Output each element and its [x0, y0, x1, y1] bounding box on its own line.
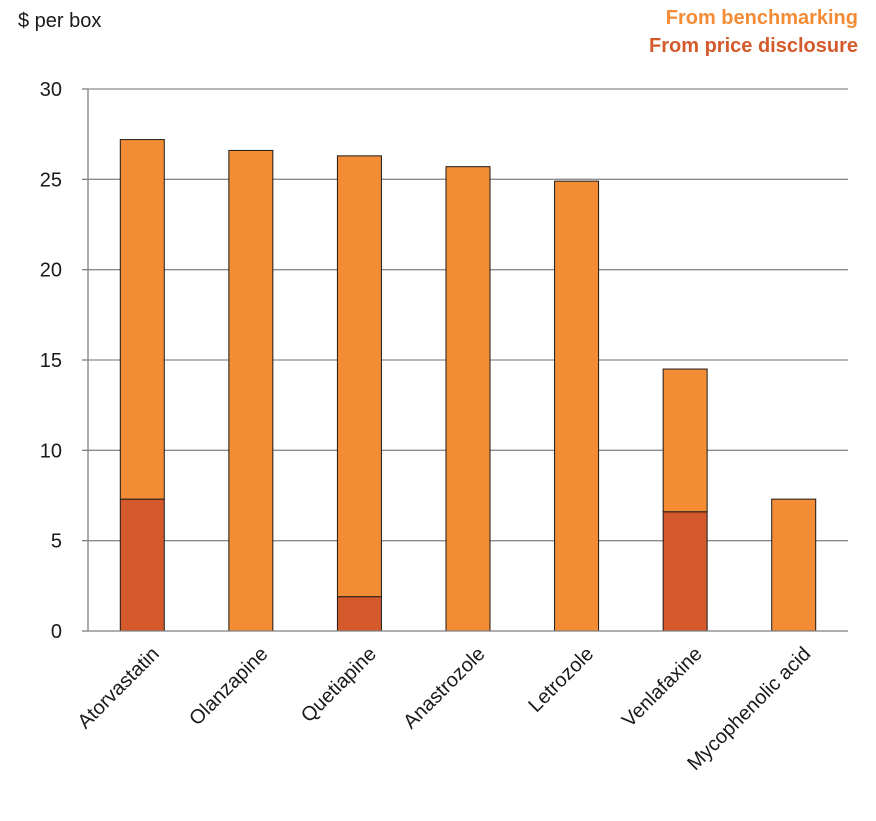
- category-label: Letrozole: [524, 643, 598, 717]
- bar-letrozole-series-1: [554, 180, 600, 632]
- bar-venlafaxine-series-0: [662, 511, 708, 632]
- bar-quetiapine-series-0: [336, 596, 382, 632]
- legend-benchmarking: From benchmarking: [666, 7, 858, 29]
- category-label: Mycophenolic acid: [683, 643, 815, 775]
- y-tick-label: 30: [40, 79, 62, 101]
- y-axis-label: $ per box: [18, 10, 101, 32]
- bar-venlafaxine-series-1: [662, 368, 708, 513]
- legend-price-disclosure: From price disclosure: [649, 35, 858, 57]
- category-label: Olanzapine: [185, 643, 272, 730]
- bar-anastrozole-series-1: [445, 166, 491, 632]
- category-label: Atorvastatin: [74, 643, 164, 733]
- bars: [119, 139, 817, 632]
- y-tick-label: 0: [51, 621, 62, 643]
- y-tick-label: 20: [40, 260, 62, 282]
- y-tick-labels: 0 5 10 15 20 25 30: [40, 79, 62, 643]
- category-label: Anastrozole: [399, 643, 489, 733]
- category-labels: Atorvastatin Olanzapine Quetiapine Anastroz…: [74, 643, 816, 775]
- category-label: Venlafaxine: [618, 643, 707, 732]
- bar-mycophenolic-acid-series-1: [771, 498, 817, 632]
- bar-olanzapine-series-1: [228, 149, 274, 632]
- category-label: Quetiapine: [297, 643, 381, 727]
- y-tick-label: 10: [40, 440, 62, 462]
- y-tick-label: 5: [51, 531, 62, 553]
- bar-atorvastatin-series-0: [119, 498, 165, 632]
- bar-atorvastatin-series-1: [119, 139, 165, 500]
- y-tick-label: 25: [40, 169, 62, 191]
- axes: [82, 88, 848, 632]
- y-tick-label: 15: [40, 350, 62, 372]
- bar-quetiapine-series-1: [336, 155, 382, 598]
